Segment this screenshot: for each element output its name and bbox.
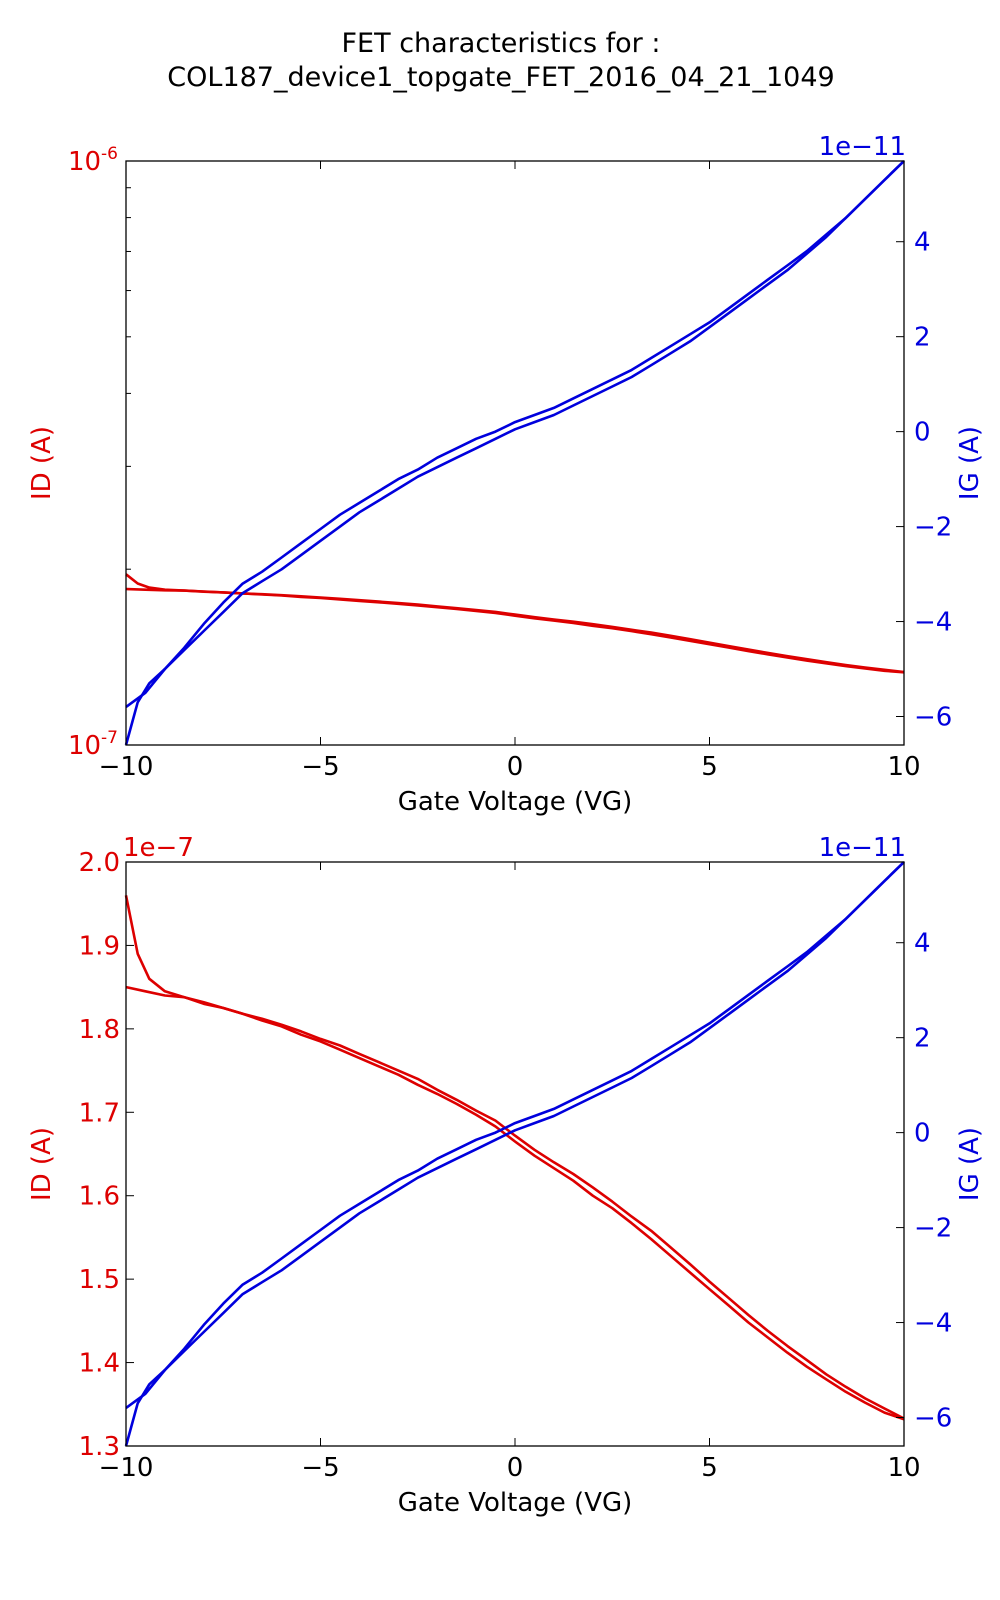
bottom-x-tick-label: 0 xyxy=(507,1453,524,1483)
top-y2-tick-label: 4 xyxy=(914,228,931,258)
bottom-x-tick-label: −5 xyxy=(301,1453,339,1483)
bottom-y2-tick-label: −2 xyxy=(914,1214,952,1244)
top-y2-tick-label: −6 xyxy=(914,703,952,733)
top-x-tick-label: 0 xyxy=(507,752,524,782)
bottom-y2-tick-label: −6 xyxy=(914,1404,952,1434)
top-x-tick-label: 5 xyxy=(701,752,718,782)
bottom-y-offset-label: 1e−7 xyxy=(123,833,194,863)
bottom-y2-tick-label: 2 xyxy=(914,1024,931,1054)
bottom-y2-tick-label: 0 xyxy=(914,1119,931,1149)
top-y-tick-label: 10-7 xyxy=(68,728,118,761)
top-y2-tick-label: −2 xyxy=(914,513,952,543)
bottom-y2-tick-label: −4 xyxy=(914,1309,952,1339)
top-y2-tick-label: −4 xyxy=(914,608,952,638)
bottom-plot-frame xyxy=(125,861,905,1447)
top-y-tick-label: 10-6 xyxy=(68,144,118,177)
bottom-plot: −10 −5 0 5 10 Gate Voltage (VG) 1.3 1.4 1.5 1.6 1.… xyxy=(27,833,985,1518)
top-x-axis-label: Gate Voltage (VG) xyxy=(398,787,633,817)
top-y2-tick-label: 2 xyxy=(914,323,931,353)
top-y2-offset-label: 1e−11 xyxy=(819,132,906,162)
bottom-y-tick-label: 1.7 xyxy=(79,1098,120,1128)
bottom-x-tick-label: 5 xyxy=(701,1453,718,1483)
bottom-x-tick-label: −10 xyxy=(99,1453,154,1483)
top-series-id-line-0 xyxy=(125,573,905,674)
top-y2-axis-label: IG (A) xyxy=(955,426,985,500)
top-series-ig-line-2 xyxy=(124,160,905,746)
bottom-x-axis-label: Gate Voltage (VG) xyxy=(398,1488,633,1518)
bottom-y-tick-label: 1.4 xyxy=(79,1349,120,1379)
bottom-y2-tick-label: 4 xyxy=(914,929,931,959)
figure-title-line1: FET characteristics for : xyxy=(342,28,661,59)
top-y2-tick-label: 0 xyxy=(914,418,931,448)
top-series-id-line-1 xyxy=(125,587,905,674)
bottom-y-tick-label: 1.6 xyxy=(79,1182,120,1212)
bottom-y-tick-label: 1.3 xyxy=(79,1432,120,1462)
bottom-y2-axis-label: IG (A) xyxy=(955,1127,985,1201)
bottom-series-id-line-0 xyxy=(124,895,905,1421)
bottom-x-tick-label: 10 xyxy=(887,1453,920,1483)
top-x-tick-label: −5 xyxy=(301,752,339,782)
bottom-series-ig-line-3 xyxy=(125,861,905,1410)
bottom-y-tick-label: 1.8 xyxy=(79,1015,120,1045)
figure-title-line2: COL187_device1_topgate_FET_2016_04_21_10… xyxy=(167,62,834,93)
top-x-tick-label: −10 xyxy=(99,752,154,782)
top-plot: −10 −5 0 5 10 Gate Voltage (VG) 10-7 10-6 ID (A)… xyxy=(27,132,985,817)
top-x-tick-label: 10 xyxy=(887,752,920,782)
bottom-y-tick-label: 1.9 xyxy=(79,931,120,961)
bottom-y-axis-label: ID (A) xyxy=(27,1127,57,1201)
bottom-series-id-line-1 xyxy=(125,985,905,1420)
top-y-axis-label: ID (A) xyxy=(27,426,57,500)
bottom-y2-offset-label: 1e−11 xyxy=(819,833,906,863)
bottom-y-tick-label: 2.0 xyxy=(79,848,120,878)
top-series-ig-line-3 xyxy=(125,160,905,709)
bottom-series-ig-line-2 xyxy=(124,861,905,1447)
bottom-y-tick-label: 1.5 xyxy=(79,1265,120,1295)
